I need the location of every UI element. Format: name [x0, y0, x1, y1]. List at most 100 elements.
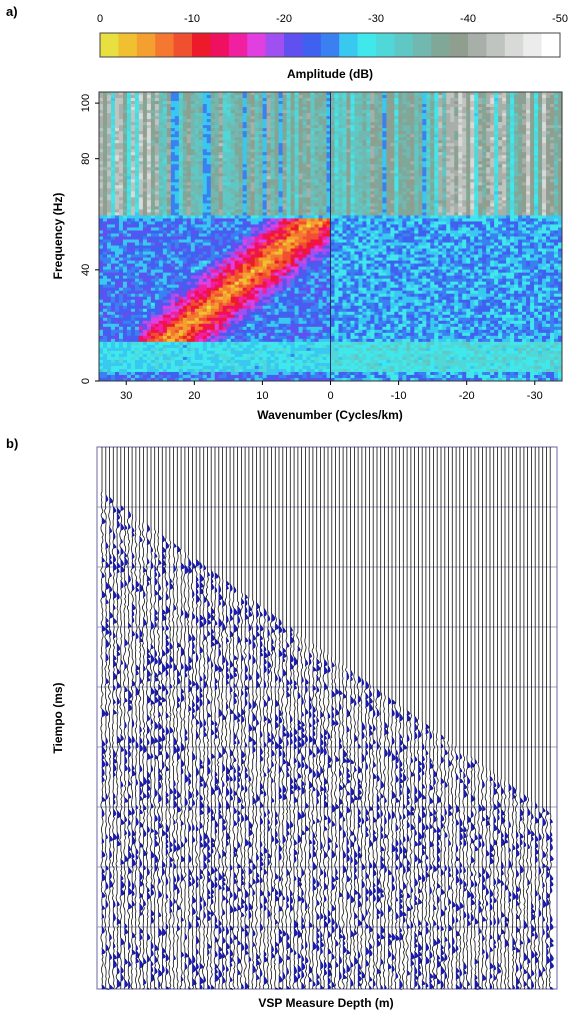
heatmap-cell — [242, 179, 248, 183]
heatmap-cell — [250, 176, 256, 180]
heatmap-cell — [458, 140, 463, 144]
heatmap-cell — [546, 92, 551, 96]
heatmap-cell — [450, 182, 455, 186]
heatmap-cell — [114, 197, 120, 201]
heatmap-cell — [270, 209, 276, 213]
heatmap-cell — [274, 215, 280, 219]
heatmap-cell — [446, 110, 451, 114]
heatmap-cell — [522, 95, 527, 99]
heatmap-cell — [99, 134, 104, 138]
heatmap-cell — [502, 167, 507, 171]
heatmap-cell — [350, 131, 355, 135]
heatmap-cell — [522, 176, 527, 180]
heatmap-cell — [462, 206, 467, 210]
heatmap-cell — [258, 152, 264, 156]
heatmap-cell — [450, 218, 455, 222]
heatmap-cell — [414, 185, 419, 189]
heatmap-cell — [474, 104, 479, 108]
heatmap-cell — [190, 134, 196, 138]
heatmap-cell — [334, 167, 339, 171]
heatmap-cell — [254, 182, 260, 186]
heatmap-cell — [306, 203, 311, 207]
heatmap-cell — [510, 164, 515, 168]
heatmap-cell — [250, 212, 256, 216]
heatmap-cell — [358, 101, 363, 105]
heatmap-cell — [358, 200, 363, 204]
heatmap-cell — [498, 149, 503, 153]
heatmap-cell — [314, 143, 319, 147]
heatmap-cell — [226, 215, 232, 219]
heatmap-cell — [366, 212, 371, 216]
heatmap-cell — [410, 200, 415, 204]
heatmap-cell — [126, 95, 132, 99]
heatmap-cell — [278, 110, 283, 114]
heatmap-cell — [554, 215, 559, 219]
heatmap-cell — [466, 206, 471, 210]
heatmap-cell — [406, 161, 411, 165]
heatmap-cell — [338, 182, 343, 186]
heatmap-cell — [490, 137, 495, 141]
heatmap-cell — [410, 155, 415, 159]
heatmap-cell — [126, 209, 132, 213]
heatmap-cell — [374, 98, 379, 102]
heatmap-cell — [542, 170, 547, 174]
heatmap-cell — [526, 167, 531, 171]
heatmap-cell — [162, 134, 168, 138]
heatmap-cell — [154, 119, 160, 123]
heatmap-cell — [102, 164, 108, 168]
heatmap-cell — [482, 191, 487, 195]
heatmap-cell — [486, 155, 491, 159]
heatmap-cell — [370, 212, 375, 216]
heatmap-cell — [358, 218, 363, 222]
heatmap-cell — [134, 119, 140, 123]
heatmap-cell — [150, 149, 156, 153]
heatmap-cell — [394, 149, 399, 153]
heatmap-cell — [406, 167, 411, 171]
heatmap-cell — [358, 137, 363, 141]
heatmap-cell — [322, 104, 327, 108]
heatmap-cell — [438, 164, 443, 168]
heatmap-cell — [106, 107, 112, 111]
heatmap-cell — [406, 203, 411, 207]
heatmap-cell — [510, 92, 515, 96]
heatmap-cell — [486, 119, 491, 123]
heatmap-cell — [354, 206, 359, 210]
heatmap-cell — [350, 212, 355, 216]
heatmap-cell — [126, 149, 132, 153]
heatmap-cell — [410, 203, 415, 207]
heatmap-cell — [266, 191, 272, 195]
heatmap-cell — [550, 134, 555, 138]
heatmap-cell — [158, 95, 164, 99]
heatmap-cell — [438, 155, 443, 159]
heatmap-cell — [506, 185, 511, 189]
heatmap-cell — [246, 113, 252, 117]
heatmap-cell — [462, 152, 467, 156]
heatmap-cell — [418, 209, 423, 213]
heatmap-cell — [238, 194, 244, 198]
heatmap-cell — [542, 92, 547, 96]
heatmap-cell — [358, 119, 363, 123]
colorbar-swatch — [412, 33, 432, 57]
heatmap-cell — [522, 137, 527, 141]
heatmap-cell — [330, 179, 335, 183]
heatmap-cell — [146, 146, 152, 150]
heatmap-cell — [298, 92, 303, 96]
heatmap-cell — [242, 143, 248, 147]
heatmap-cell — [250, 158, 256, 162]
heatmap-cell — [522, 143, 527, 147]
heatmap-cell — [378, 137, 383, 141]
heatmap-cell — [302, 215, 307, 219]
heatmap-cell — [186, 191, 192, 195]
heatmap-cell — [258, 200, 264, 204]
heatmap-cell — [246, 92, 252, 96]
heatmap-cell — [314, 197, 319, 201]
heatmap-cell — [342, 206, 347, 210]
heatmap-cell — [482, 194, 487, 198]
heatmap-cell — [486, 167, 491, 171]
heatmap-cell — [350, 209, 355, 213]
heatmap-cell — [138, 203, 144, 207]
heatmap-cell — [326, 113, 331, 117]
heatmap-cell — [222, 158, 228, 162]
heatmap-cell — [518, 134, 523, 138]
heatmap-cell — [366, 140, 371, 144]
